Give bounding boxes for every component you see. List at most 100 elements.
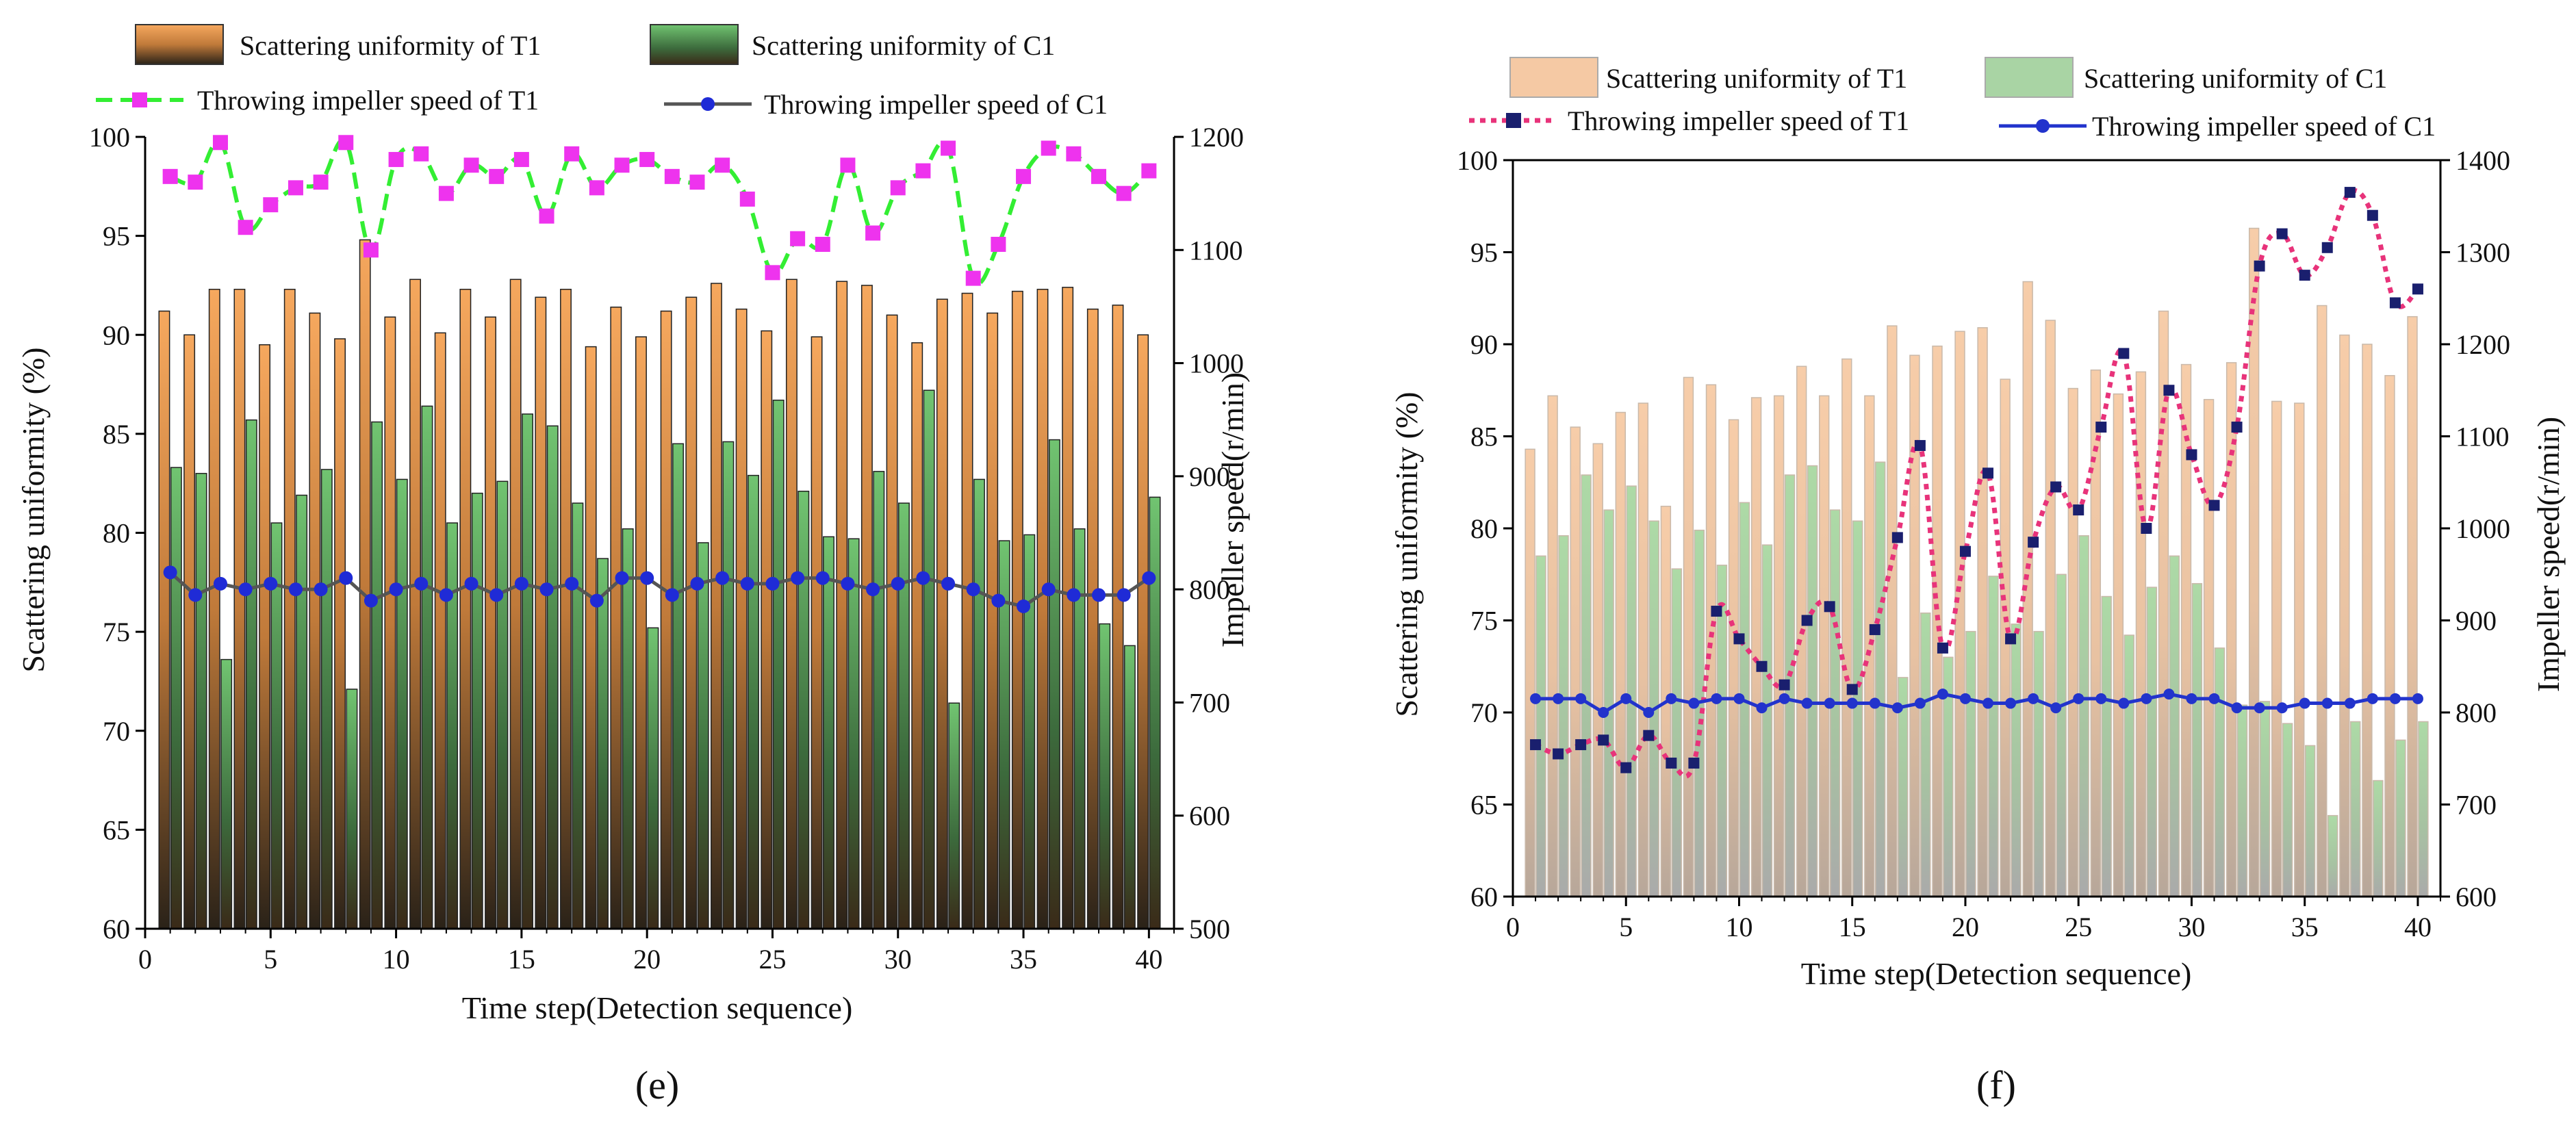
f-point-t1-9 xyxy=(1711,606,1722,617)
f-bar-t1-11 xyxy=(1750,397,1762,897)
f-bar-c1-18 xyxy=(1920,612,1931,897)
e-y-left-tick-70: 70 xyxy=(103,716,130,747)
e-point-c1-24 xyxy=(740,576,754,591)
e-xlabel: Time step(Detection sequence) xyxy=(462,990,853,1025)
f-bar-t1-31 xyxy=(2203,398,2215,897)
f-point-c1-37 xyxy=(2344,697,2356,709)
f-point-t1-24 xyxy=(2050,481,2062,493)
f-point-c1-12 xyxy=(1778,693,1790,704)
f-bar-t1-16 xyxy=(1864,395,1875,897)
e-bar-c1-21 xyxy=(672,443,684,929)
e-point-t1-4 xyxy=(238,220,253,235)
f-y-right-tick-600: 600 xyxy=(2456,882,2497,912)
e-y-right-tick-1100: 1100 xyxy=(1189,235,1243,266)
f-point-t1-18 xyxy=(1914,439,1926,451)
f-bar-c1-35 xyxy=(2304,745,2316,897)
e-point-c1-30 xyxy=(891,576,905,591)
e-legend-label-t1-line: Throwing impeller speed of T1 xyxy=(197,85,539,116)
e-point-c1-33 xyxy=(966,582,980,597)
e-bar-t1-28 xyxy=(836,281,848,929)
f-point-c1-1 xyxy=(1530,693,1542,704)
f-point-t1-8 xyxy=(1688,757,1700,769)
f-bar-c1-33 xyxy=(2259,701,2271,897)
f-bar-t1-15 xyxy=(1841,358,1852,897)
e-point-t1-35 xyxy=(1016,168,1032,184)
f-point-t1-33 xyxy=(2254,260,2265,272)
e-bar-c1-31 xyxy=(923,389,935,929)
e-point-c1-18 xyxy=(589,593,604,608)
e-point-t1-21 xyxy=(664,168,680,184)
e-bar-c1-38 xyxy=(1099,623,1111,929)
f-point-t1-12 xyxy=(1778,679,1790,691)
e-bar-t1-7 xyxy=(309,312,321,929)
e-bar-t1-34 xyxy=(986,312,999,929)
e-bar-c1-3 xyxy=(220,658,233,929)
f-bar-c1-2 xyxy=(1558,535,1569,897)
e-ylabel-left: Scattering uniformity (%) xyxy=(16,347,51,672)
e-bar-c1-39 xyxy=(1123,645,1136,929)
e-point-c1-37 xyxy=(1067,588,1081,602)
f-bar-c1-39 xyxy=(2395,739,2406,897)
f-bar-t1-36 xyxy=(2317,305,2328,897)
e-bar-t1-9 xyxy=(359,239,371,929)
e-bar-c1-17 xyxy=(572,502,584,929)
f-point-c1-14 xyxy=(1824,697,1835,709)
e-bar-c1-23 xyxy=(722,441,735,929)
f-point-t1-5 xyxy=(1620,762,1632,773)
e-bar-c1-28 xyxy=(847,538,860,929)
f-point-t1-6 xyxy=(1643,730,1655,741)
f-point-c1-18 xyxy=(1914,697,1926,709)
e-point-t1-6 xyxy=(288,180,303,196)
e-bar-c1-9 xyxy=(371,421,383,929)
e-x-tick-30: 30 xyxy=(884,944,912,975)
f-point-c1-30 xyxy=(2186,693,2197,704)
f-point-t1-26 xyxy=(2095,422,2107,433)
e-point-c1-19 xyxy=(615,571,629,585)
e-x-tick-25: 25 xyxy=(758,944,786,975)
f-point-c1-9 xyxy=(1711,693,1722,704)
e-point-t1-38 xyxy=(1091,168,1107,184)
e-point-t1-31 xyxy=(915,163,931,179)
e-bar-c1-22 xyxy=(697,542,709,929)
e-point-t1-16 xyxy=(539,208,554,224)
f-point-c1-29 xyxy=(2163,689,2175,700)
f-bar-c1-23 xyxy=(2033,630,2044,897)
f-legend: Scattering uniformity of T1 Scattering u… xyxy=(1469,57,2436,142)
f-bar-t1-3 xyxy=(1570,426,1581,897)
e-bar-t1-27 xyxy=(811,336,823,929)
e-bar-t1-32 xyxy=(936,298,948,929)
f-point-t1-3 xyxy=(1575,739,1587,751)
f-bar-c1-36 xyxy=(2328,814,2338,897)
f-y-right-tick-700: 700 xyxy=(2456,790,2497,821)
f-y-left-tick-70: 70 xyxy=(1470,697,1498,728)
e-point-c1-40 xyxy=(1142,571,1156,585)
f-x-tick-30: 30 xyxy=(2178,912,2205,942)
f-point-t1-30 xyxy=(2186,449,2197,461)
e-y-right-tick-1200: 1200 xyxy=(1189,122,1244,153)
f-y-right-tick-1000: 1000 xyxy=(2456,513,2510,544)
e-point-t1-27 xyxy=(815,237,830,253)
e-bar-c1-32 xyxy=(948,702,960,929)
e-bar-t1-31 xyxy=(911,342,923,929)
e-point-c1-27 xyxy=(815,571,830,585)
f-x-tick-25: 25 xyxy=(2065,912,2092,942)
f-point-t1-2 xyxy=(1553,748,1564,760)
e-legend-label-c1-line: Throwing impeller speed of C1 xyxy=(764,89,1108,120)
f-bar-t1-24 xyxy=(2045,320,2056,897)
f-point-t1-35 xyxy=(2299,270,2310,281)
e-point-c1-12 xyxy=(439,588,453,602)
f-point-t1-14 xyxy=(1824,601,1835,613)
e-point-t1-14 xyxy=(489,168,505,184)
f-bar-t1-25 xyxy=(2067,387,2078,897)
f-point-t1-38 xyxy=(2367,209,2378,221)
f-point-c1-23 xyxy=(2028,693,2039,704)
e-y-right-tick-800: 800 xyxy=(1189,574,1230,605)
e-y-left-tick-65: 65 xyxy=(103,814,130,845)
f-bar-c1-7 xyxy=(1671,568,1682,897)
e-point-c1-13 xyxy=(464,576,479,591)
e-point-c1-17 xyxy=(565,576,579,591)
e-bar-t1-10 xyxy=(384,316,396,929)
f-point-c1-4 xyxy=(1598,707,1609,718)
f-point-c1-38 xyxy=(2367,693,2378,704)
